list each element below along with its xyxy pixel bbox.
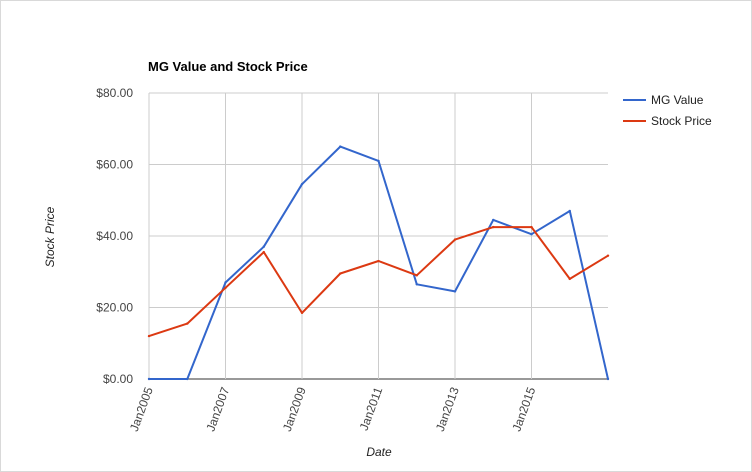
data-point [415, 283, 418, 286]
y-tick-label: $60.00 [96, 158, 133, 172]
series-0 [147, 145, 610, 381]
x-tick-label: Jan2013 [433, 385, 462, 433]
y-tick-label: $40.00 [96, 229, 133, 243]
data-point [186, 377, 189, 381]
y-axis-title: Stock Price [43, 206, 57, 267]
data-point [262, 245, 265, 248]
data-point [224, 286, 227, 290]
x-tick-label: Jan2007 [203, 385, 232, 433]
data-point [606, 254, 610, 257]
data-point [147, 377, 151, 381]
data-point [186, 322, 189, 325]
data-point [262, 250, 265, 254]
data-point [377, 259, 380, 263]
y-tick-label: $20.00 [96, 301, 133, 315]
x-axis-title: Date [366, 445, 392, 459]
legend-label: Stock Price [651, 114, 712, 128]
x-tick-label: Jan2009 [280, 385, 309, 433]
chart-title: MG Value and Stock Price [148, 59, 308, 74]
gridlines [148, 92, 608, 380]
legend: MG Value Stock Price [623, 93, 712, 128]
data-point [530, 225, 533, 229]
data-point [300, 182, 304, 186]
data-point [568, 209, 571, 213]
data-point [453, 290, 457, 293]
data-point [339, 272, 342, 275]
legend-item: Stock Price [623, 114, 712, 128]
series-lines [147, 145, 610, 381]
series-1 [147, 225, 610, 338]
data-point [492, 225, 495, 229]
data-point [453, 238, 457, 241]
data-point [377, 159, 380, 163]
x-tick-label: Jan2005 [127, 385, 156, 433]
data-point [300, 311, 304, 315]
x-tick-label: Jan2015 [509, 385, 538, 433]
data-point [339, 145, 342, 148]
data-point [530, 233, 533, 236]
data-point [492, 218, 495, 222]
data-point [606, 377, 610, 381]
data-point [415, 274, 418, 277]
data-point [568, 277, 571, 281]
legend-label: MG Value [651, 93, 704, 107]
data-point [224, 281, 227, 284]
y-tick-label: $80.00 [96, 86, 133, 100]
x-tick-label: Jan2011 [357, 385, 386, 433]
legend-item: MG Value [623, 93, 704, 107]
y-tick-label: $0.00 [103, 372, 133, 386]
data-point [147, 334, 151, 338]
